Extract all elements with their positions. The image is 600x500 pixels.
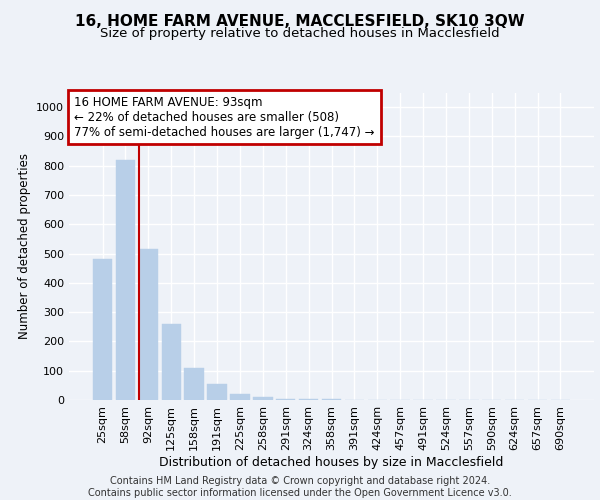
Text: Size of property relative to detached houses in Macclesfield: Size of property relative to detached ho… [100,28,500,40]
Bar [116,160,135,400]
Bar [253,397,272,400]
Text: 16, HOME FARM AVENUE, MACCLESFIELD, SK10 3QW: 16, HOME FARM AVENUE, MACCLESFIELD, SK10… [75,14,525,29]
Bar [276,398,295,400]
Bar [230,394,250,400]
Bar [184,368,204,400]
Bar [161,324,181,400]
Bar [139,249,158,400]
X-axis label: Distribution of detached houses by size in Macclesfield: Distribution of detached houses by size … [160,456,503,468]
Text: Contains HM Land Registry data © Crown copyright and database right 2024.
Contai: Contains HM Land Registry data © Crown c… [88,476,512,498]
Bar [299,399,319,400]
Y-axis label: Number of detached properties: Number of detached properties [17,153,31,339]
Text: 16 HOME FARM AVENUE: 93sqm
← 22% of detached houses are smaller (508)
77% of sem: 16 HOME FARM AVENUE: 93sqm ← 22% of deta… [74,96,375,138]
Bar [93,260,112,400]
Bar [208,384,227,400]
